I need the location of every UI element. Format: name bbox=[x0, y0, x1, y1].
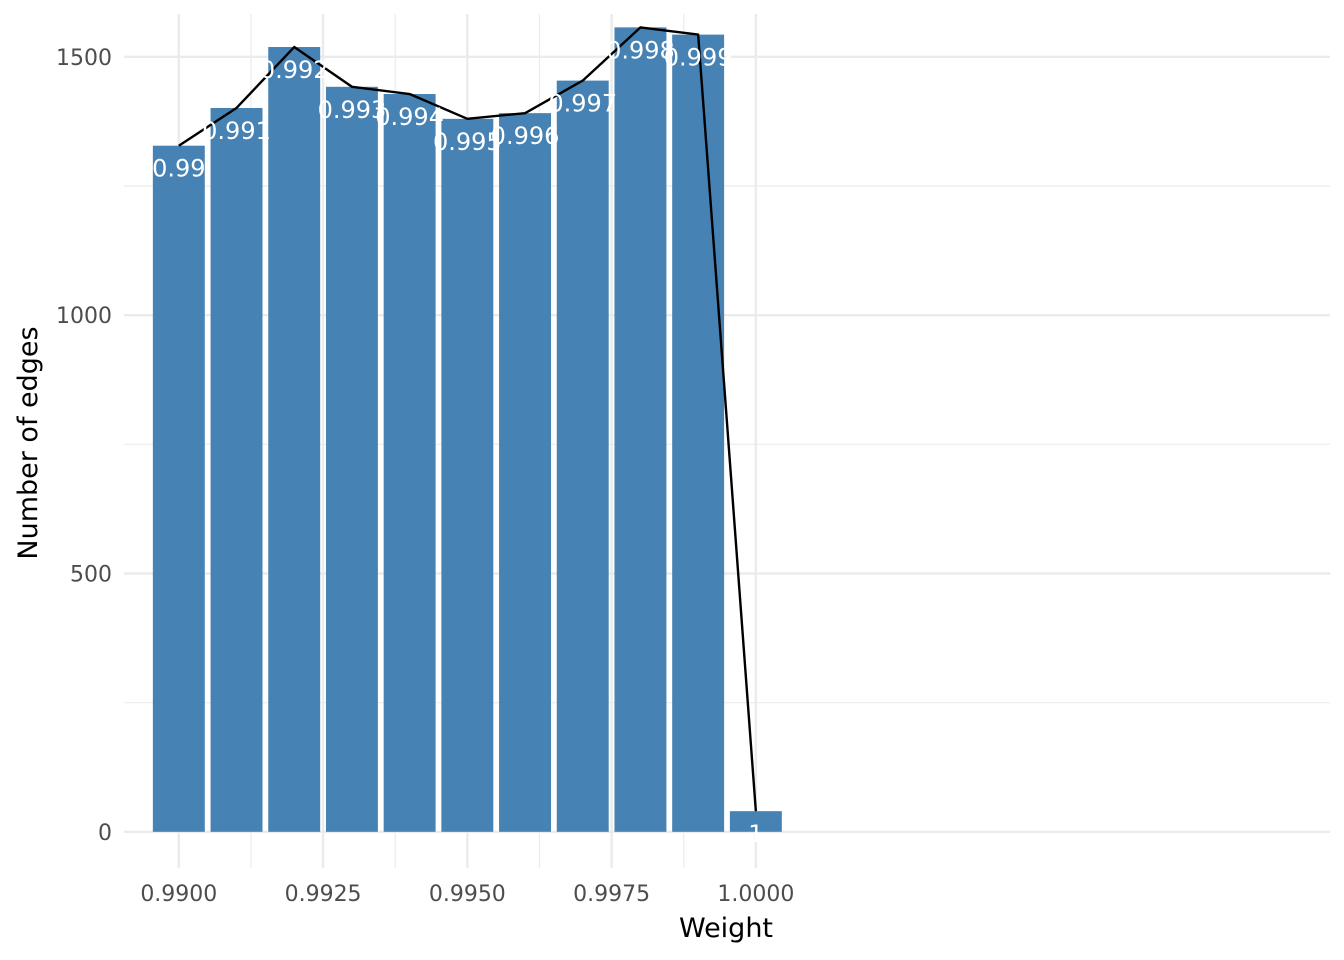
bar-data-label: 0.997 bbox=[548, 90, 617, 118]
y-tick-label: 1000 bbox=[56, 304, 112, 329]
series-line bbox=[178, 26, 758, 812]
x-axis-tick-labels: 0.9900 0.9925 0.9950 0.9975 1.0000 bbox=[140, 882, 794, 907]
bar bbox=[556, 80, 609, 832]
y-tick-label: 500 bbox=[70, 563, 112, 588]
bar bbox=[268, 47, 321, 832]
y-tick-label: 0 bbox=[98, 821, 112, 846]
bar bbox=[210, 107, 263, 832]
bar-data-label: 0.99 bbox=[152, 155, 205, 183]
bar-data-label: 0.991 bbox=[202, 117, 271, 145]
bar-data-label: 0.999 bbox=[664, 44, 733, 72]
bars bbox=[152, 27, 782, 832]
y-tick-label: 1500 bbox=[56, 46, 112, 71]
bar-data-label: 0.998 bbox=[606, 36, 675, 64]
x-tick-label: 0.9925 bbox=[285, 882, 362, 907]
bar-data-label: 0.995 bbox=[433, 128, 502, 156]
x-axis-title: Weight bbox=[679, 913, 773, 944]
bar-data-label: 0.993 bbox=[318, 96, 387, 124]
bar-data-label: 0.994 bbox=[375, 103, 444, 131]
bar bbox=[614, 27, 667, 832]
bar bbox=[152, 145, 205, 832]
bar-data-label: 1 bbox=[748, 820, 763, 848]
x-tick-label: 0.9900 bbox=[140, 882, 217, 907]
bar-data-label: 0.992 bbox=[260, 56, 329, 84]
x-tick-label: 0.9950 bbox=[429, 882, 506, 907]
y-axis-title: Number of edges bbox=[13, 326, 44, 559]
trend-line bbox=[178, 26, 758, 812]
bar-data-label: 0.996 bbox=[491, 122, 560, 150]
y-axis-tick-labels: 0 500 1000 1500 bbox=[56, 46, 112, 846]
bar bbox=[383, 94, 436, 832]
x-tick-label: 0.9975 bbox=[573, 882, 650, 907]
bar bbox=[441, 118, 494, 832]
bar bbox=[325, 86, 378, 832]
x-tick-label: 1.0000 bbox=[717, 882, 794, 907]
bar bbox=[672, 34, 725, 832]
bar bbox=[729, 811, 782, 832]
bar bbox=[499, 113, 552, 832]
